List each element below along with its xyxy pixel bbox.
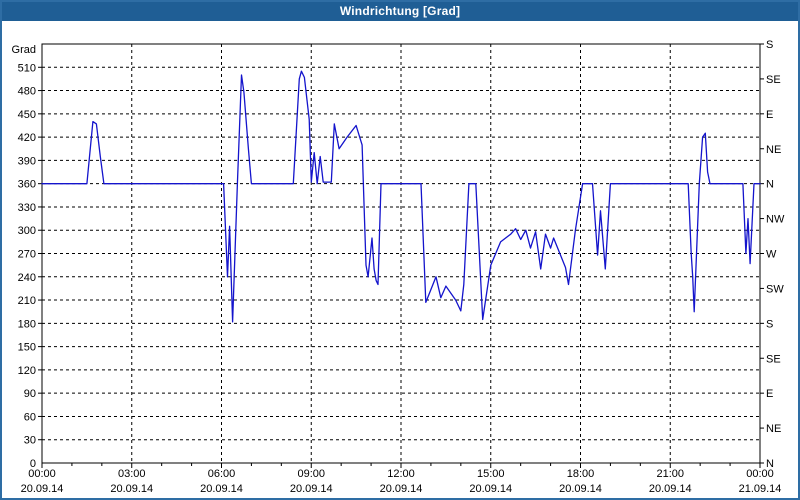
x-tick-time-label: 18:00 <box>567 468 595 480</box>
x-tick-date-label: 20.09.14 <box>110 483 153 495</box>
window-title-bar: Windrichtung [Grad] <box>2 2 798 21</box>
y-right-tick-label: SW <box>766 283 784 295</box>
y-right-tick-label: S <box>766 39 773 51</box>
y-left-tick-label: 270 <box>18 249 36 261</box>
y-right-tick-label: NE <box>766 423 781 435</box>
y-left-tick-label: 240 <box>18 272 36 284</box>
x-tick-date-label: 20.09.14 <box>559 483 602 495</box>
x-tick-time-label: 03:00 <box>118 468 146 480</box>
y-right-tick-label: S <box>766 318 773 330</box>
x-tick-time-label: 21:00 <box>656 468 684 480</box>
x-tick-date-label: 20.09.14 <box>21 483 64 495</box>
y-left-tick-label: 450 <box>18 109 36 121</box>
y-left-tick-label: 360 <box>18 179 36 191</box>
y-left-tick-label: 390 <box>18 155 36 167</box>
wind-direction-line <box>41 70 761 323</box>
y-left-tick-label: 180 <box>18 318 36 330</box>
x-tick-date-label: 21.09.14 <box>739 483 782 495</box>
window-title: Windrichtung [Grad] <box>339 4 461 18</box>
x-tick-date-label: 20.09.14 <box>290 483 333 495</box>
y-right-tick-label: E <box>766 388 773 400</box>
y-right-tick-label: SE <box>766 74 781 86</box>
x-tick-time-label: 09:00 <box>297 468 325 480</box>
y-right-tick-label: SE <box>766 353 781 365</box>
y-axis-title: Grad <box>12 44 36 56</box>
y-left-tick-label: 60 <box>24 411 36 423</box>
y-right-tick-label: NW <box>766 214 785 226</box>
x-tick-time-label: 00:00 <box>28 468 56 480</box>
y-right-tick-label: N <box>766 179 774 191</box>
x-tick-date-label: 20.09.14 <box>200 483 243 495</box>
y-right-tick-label: E <box>766 109 773 121</box>
y-left-tick-label: 30 <box>24 435 36 447</box>
x-tick-date-label: 20.09.14 <box>649 483 692 495</box>
x-tick-time-label: 00:00 <box>746 468 774 480</box>
y-left-tick-label: 210 <box>18 295 36 307</box>
x-tick-time-label: 06:00 <box>208 468 236 480</box>
x-tick-date-label: 20.09.14 <box>380 483 423 495</box>
y-left-tick-label: 510 <box>18 62 36 74</box>
y-right-tick-label: NE <box>766 144 781 156</box>
y-right-tick-label: N <box>766 458 774 470</box>
y-left-tick-label: 300 <box>18 225 36 237</box>
x-tick-date-label: 20.09.14 <box>469 483 512 495</box>
y-left-tick-label: 480 <box>18 86 36 98</box>
y-left-tick-label: 90 <box>24 388 36 400</box>
y-right-tick-label: W <box>766 249 777 261</box>
x-tick-time-label: 12:00 <box>387 468 415 480</box>
x-tick-time-label: 15:00 <box>477 468 505 480</box>
y-left-tick-label: 150 <box>18 342 36 354</box>
y-left-tick-label: 120 <box>18 365 36 377</box>
y-left-tick-label: 0 <box>30 458 36 470</box>
y-left-tick-label: 420 <box>18 132 36 144</box>
y-left-tick-label: 330 <box>18 202 36 214</box>
